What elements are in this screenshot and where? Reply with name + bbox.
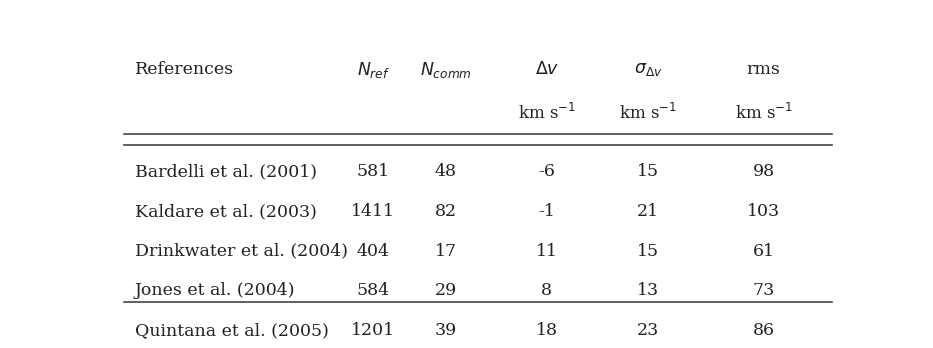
Text: $\sigma_{\Delta v}$: $\sigma_{\Delta v}$ [634,61,662,78]
Text: Drinkwater et al. (2004): Drinkwater et al. (2004) [134,243,348,260]
Text: Bardelli et al. (2001): Bardelli et al. (2001) [134,163,316,180]
Text: 17: 17 [435,243,456,260]
Text: 15: 15 [637,163,659,180]
Text: 86: 86 [753,322,774,339]
Text: 1411: 1411 [352,203,396,220]
Text: 82: 82 [435,203,456,220]
Text: km s$^{-1}$: km s$^{-1}$ [518,103,576,123]
Text: 8: 8 [541,282,552,299]
Text: 98: 98 [753,163,774,180]
Text: Kaldare et al. (2003): Kaldare et al. (2003) [134,203,316,220]
Text: 13: 13 [637,282,659,299]
Text: $N_{comm}$: $N_{comm}$ [420,60,471,80]
Text: -6: -6 [538,163,555,180]
Text: rms: rms [746,61,781,78]
Text: 581: 581 [356,163,390,180]
Text: 1201: 1201 [351,322,396,339]
Text: 73: 73 [753,282,775,299]
Text: 21: 21 [637,203,659,220]
Text: 23: 23 [637,322,660,339]
Text: 48: 48 [435,163,456,180]
Text: 103: 103 [747,203,780,220]
Text: Quintana et al. (2005): Quintana et al. (2005) [134,322,328,339]
Text: References: References [134,61,234,78]
Text: $\Delta v$: $\Delta v$ [535,61,559,78]
Text: 404: 404 [356,243,390,260]
Text: 39: 39 [435,322,457,339]
Text: -1: -1 [538,203,555,220]
Text: km s$^{-1}$: km s$^{-1}$ [620,103,677,123]
Text: 61: 61 [753,243,774,260]
Text: $N_{ref}$: $N_{ref}$ [356,60,390,80]
Text: Jones et al. (2004): Jones et al. (2004) [134,282,295,299]
Text: 29: 29 [435,282,457,299]
Text: 584: 584 [356,282,390,299]
Text: 15: 15 [637,243,659,260]
Text: km s$^{-1}$: km s$^{-1}$ [735,103,793,123]
Text: 11: 11 [536,243,558,260]
Text: 18: 18 [536,322,558,339]
